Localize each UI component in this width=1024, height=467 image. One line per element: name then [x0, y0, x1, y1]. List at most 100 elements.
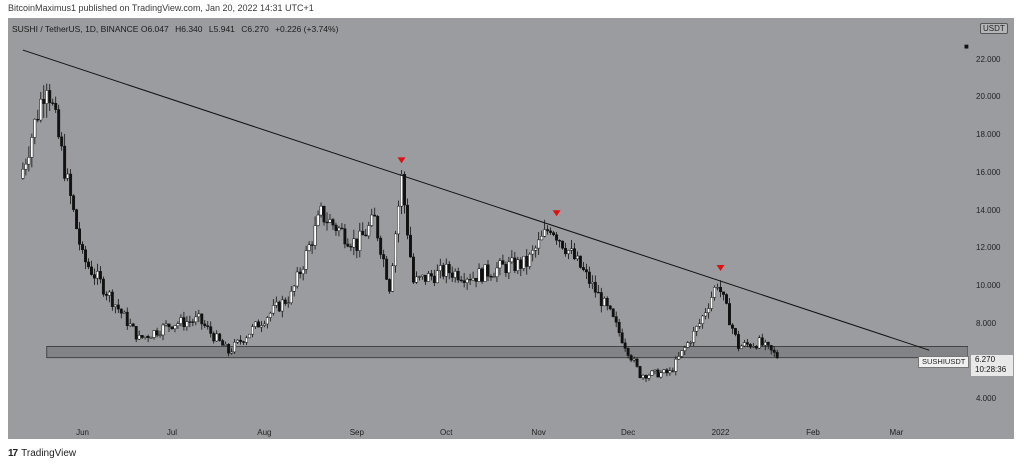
x-tick-label: Mar	[889, 428, 904, 437]
candle-up	[185, 321, 189, 327]
x-tick-label: Dec	[620, 428, 636, 437]
candle-down	[644, 375, 648, 379]
candle-up	[265, 317, 269, 325]
candle-down	[629, 355, 633, 361]
candle-down	[72, 195, 76, 210]
candle-up	[295, 271, 299, 287]
candle-up	[641, 375, 645, 378]
candle-up	[632, 358, 636, 361]
candle-up	[498, 260, 502, 269]
candle-up	[483, 264, 487, 282]
candle-down	[167, 323, 171, 328]
candle-up	[307, 244, 311, 251]
candle-down	[671, 370, 675, 372]
candle-up	[668, 370, 672, 374]
candle-down	[355, 238, 359, 251]
candle-up	[650, 370, 654, 376]
candle-up	[537, 239, 541, 249]
candle-up	[575, 255, 579, 260]
candle-down	[81, 244, 84, 251]
candle-up	[113, 304, 117, 307]
candle-up	[122, 311, 126, 314]
candle-down	[93, 274, 96, 279]
candle-up	[763, 341, 767, 346]
pair-label: SUSHIUSDT	[918, 356, 970, 368]
candle-down	[277, 301, 281, 312]
candle-up	[757, 337, 761, 349]
candle-up	[248, 333, 251, 339]
y-tick-label: 22.000	[976, 54, 1001, 64]
candle-down	[513, 257, 517, 271]
candle-down	[489, 276, 493, 278]
candle-up	[453, 271, 457, 278]
candle-down	[403, 174, 406, 206]
legend-close-value: 6.270	[247, 24, 269, 34]
candle-up	[328, 219, 332, 223]
candle-down	[626, 348, 630, 356]
candle-up	[698, 323, 702, 327]
candle-down	[456, 271, 460, 281]
legend-symbol: SUSHI / TetherUS, 1D, BINANCE	[12, 24, 139, 34]
chart-plot[interactable]	[8, 18, 969, 420]
candle-down	[409, 234, 412, 258]
candle-down	[75, 209, 79, 230]
candle-down	[593, 281, 597, 293]
candle-down	[722, 291, 725, 295]
candle-down	[385, 258, 389, 280]
candle-down	[525, 255, 529, 267]
candle-up	[236, 339, 240, 343]
candle-up	[414, 276, 418, 283]
candle-down	[140, 334, 144, 338]
candle-up	[107, 291, 111, 296]
footer: 17 TradingView	[8, 446, 76, 460]
candle-up	[680, 350, 684, 357]
candle-down	[203, 323, 207, 326]
candle-up	[570, 248, 573, 251]
candle-down	[620, 332, 624, 344]
candle-up	[492, 276, 496, 278]
axis-unit-label[interactable]: USDT	[980, 23, 1008, 34]
candle-down	[584, 269, 588, 273]
resistance-marker-icon	[716, 265, 725, 272]
candle-up	[289, 291, 293, 304]
candle-down	[334, 224, 338, 231]
candle-down	[60, 136, 64, 147]
legend-open-value: 6.047	[147, 24, 169, 34]
candle-down	[614, 316, 618, 323]
candle-up	[716, 287, 720, 289]
candle-up	[435, 270, 439, 283]
chart-frame[interactable]: SUSHI / TetherUS, 1D, BINANCE O6.047 H6.…	[8, 18, 1014, 439]
candle-up	[602, 298, 606, 307]
y-tick-label: 4.000	[976, 394, 997, 404]
candle-down	[596, 291, 600, 294]
x-tick-label: Sep	[349, 428, 364, 437]
candle-up	[262, 323, 266, 326]
candle-down	[242, 341, 245, 343]
candle-up	[522, 255, 526, 269]
legend-change: +0.226 (+3.74%)	[275, 24, 339, 34]
candle-up	[271, 305, 275, 314]
candle-down	[78, 228, 82, 245]
x-tick-label: Nov	[531, 428, 546, 437]
candle-down	[63, 145, 67, 179]
candle-up	[24, 163, 28, 170]
candle-down	[412, 256, 415, 283]
candle-down	[635, 358, 639, 367]
legend-close-key: C	[241, 24, 248, 34]
candle-up	[292, 285, 296, 292]
candle-up	[194, 316, 198, 323]
descending-trendline	[22, 49, 930, 351]
candle-down	[450, 272, 454, 278]
candle-down	[256, 321, 260, 328]
candle-down	[221, 340, 225, 346]
candle-up	[438, 265, 442, 272]
candle-down	[131, 323, 135, 327]
candle-up	[161, 324, 165, 336]
candle-up	[739, 345, 743, 349]
candle-up	[394, 233, 398, 267]
candle-down	[170, 326, 174, 330]
candle-down	[212, 333, 216, 342]
candle-down	[340, 227, 344, 230]
candle-down	[665, 369, 669, 374]
candle-down	[346, 243, 350, 247]
